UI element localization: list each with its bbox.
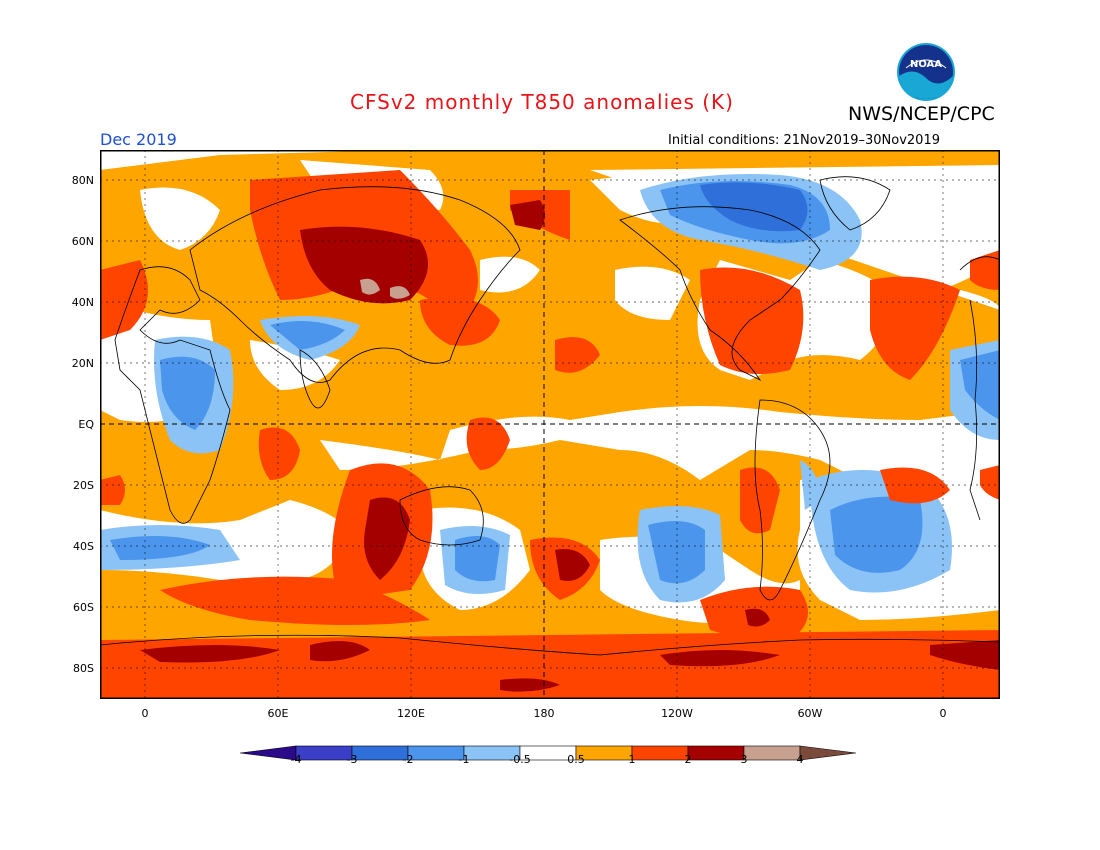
legend-tick: -4 bbox=[290, 753, 302, 766]
legend-tick: -3 bbox=[346, 753, 358, 766]
legend-tick: 3 bbox=[740, 753, 748, 766]
lat-label-80n: 80N bbox=[71, 174, 94, 187]
map-title: CFSv2 monthly T850 anomalies (K) bbox=[350, 90, 734, 114]
legend-tick: 1 bbox=[628, 753, 636, 766]
legend-box bbox=[295, 745, 353, 761]
legend-box bbox=[351, 745, 409, 761]
legend-box bbox=[687, 745, 745, 761]
lat-label-60s: 60S bbox=[73, 601, 94, 614]
graticule bbox=[100, 150, 1000, 699]
noaa-logo: NOAA bbox=[897, 43, 955, 101]
lat-label-eq: EQ bbox=[78, 418, 94, 431]
legend-tick: -2 bbox=[402, 753, 414, 766]
lon-label-0-right: 0 bbox=[939, 707, 947, 720]
lat-label-40s: 40S bbox=[73, 540, 94, 553]
legend-tick: 2 bbox=[684, 753, 692, 766]
equator-dateline bbox=[100, 150, 1000, 699]
anomaly-band-dark-red bbox=[140, 200, 1000, 692]
lat-label-20s: 20S bbox=[73, 479, 94, 492]
legend-tick: -0.5 bbox=[509, 753, 531, 766]
lon-label-120e: 120E bbox=[397, 707, 425, 720]
lon-label-180: 180 bbox=[533, 707, 555, 720]
lon-label-60e: 60E bbox=[267, 707, 289, 720]
color-legend bbox=[240, 745, 857, 761]
lat-label-80s: 80S bbox=[73, 662, 94, 675]
legend-tick: 4 bbox=[796, 753, 804, 766]
legend-arrow-right bbox=[799, 745, 857, 761]
legend-box bbox=[407, 745, 465, 761]
initial-conditions: Initial conditions: 21Nov2019–30Nov2019 bbox=[668, 133, 940, 148]
lon-label-0: 0 bbox=[141, 707, 149, 720]
coastlines bbox=[100, 176, 1000, 656]
anomaly-map bbox=[100, 150, 1000, 699]
svg-text:NOAA: NOAA bbox=[910, 59, 942, 70]
legend-box bbox=[631, 745, 689, 761]
lon-label-120w: 120W bbox=[661, 707, 693, 720]
legend-tick: 0.5 bbox=[567, 753, 585, 766]
legend-arrow-left bbox=[240, 745, 297, 761]
forecast-month: Dec 2019 bbox=[100, 130, 177, 149]
anomaly-band-tan bbox=[360, 278, 410, 299]
legend-box bbox=[743, 745, 801, 761]
org-label: NWS/NCEP/CPC bbox=[848, 103, 995, 125]
lat-label-40n: 40N bbox=[71, 296, 94, 309]
lat-label-20n: 20N bbox=[71, 357, 94, 370]
lon-label-60w: 60W bbox=[797, 707, 823, 720]
map-frame bbox=[100, 150, 1000, 699]
legend-tick: -1 bbox=[458, 753, 470, 766]
lat-label-60n: 60N bbox=[71, 235, 94, 248]
